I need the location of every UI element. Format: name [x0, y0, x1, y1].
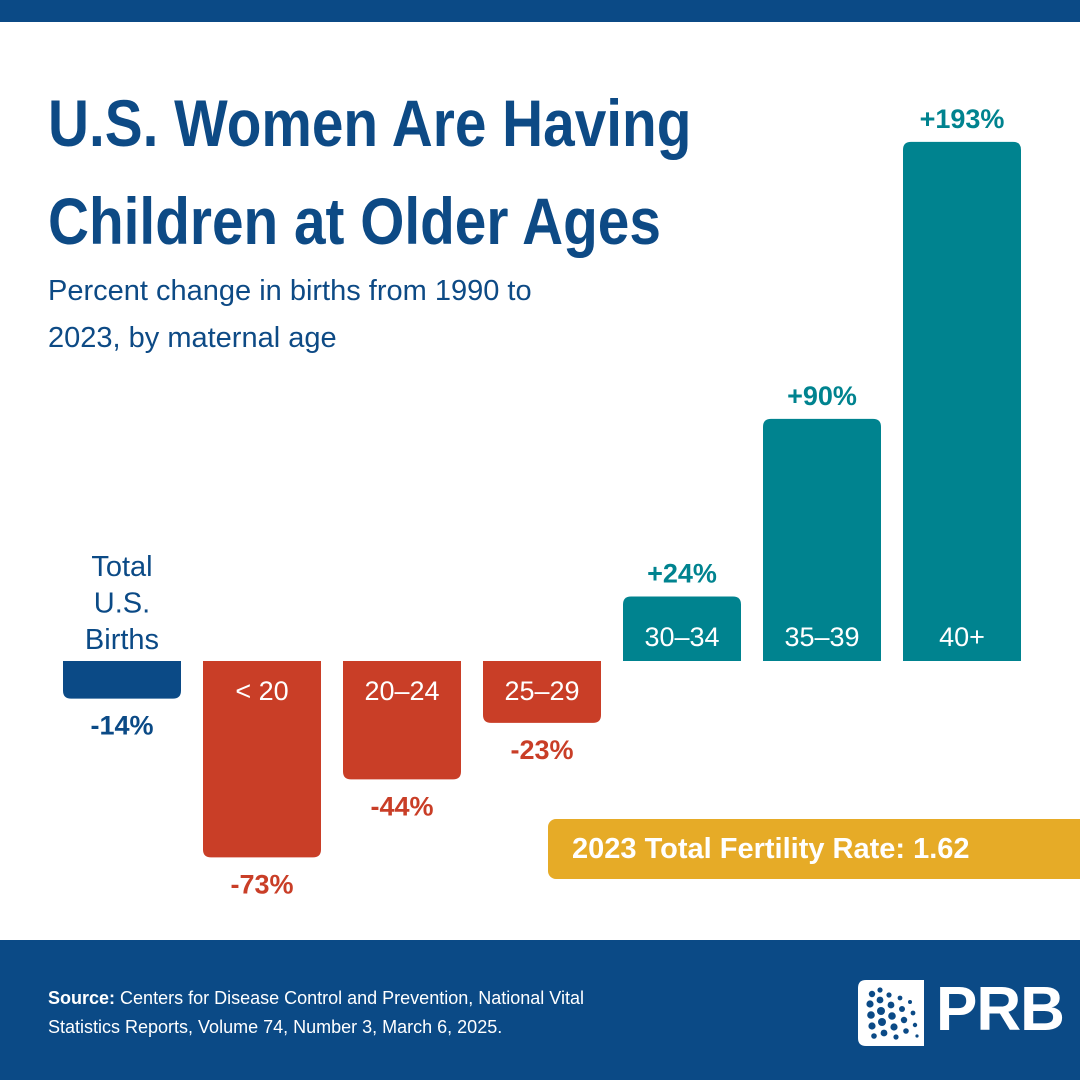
value-label-6: +90%	[787, 381, 857, 411]
category-label-5: 30–34	[644, 622, 719, 652]
category-label-2: < 20	[235, 676, 288, 706]
bar-3	[343, 661, 461, 780]
source-label: Source:	[48, 988, 116, 1008]
value-label-1: -14%	[90, 711, 153, 741]
chart-subtitle-line-1: Percent change in births from 1990 to	[48, 275, 532, 307]
prb-logo: PRB	[858, 975, 1065, 1048]
category-label-3: 20–24	[364, 676, 439, 706]
fertility-rate-text: 2023 Total Fertility Rate: 1.62	[572, 833, 970, 865]
value-label-2: -73%	[230, 869, 293, 899]
bar-2	[203, 661, 321, 858]
bar-4	[483, 661, 601, 723]
chart-title-line-1: U.S. Women Are Having	[48, 86, 692, 160]
chart-subtitle-line-2: 2023, by maternal age	[48, 322, 337, 354]
bar-5	[623, 596, 741, 661]
bar-1	[63, 661, 181, 699]
bar-chart: Total U.S. Births -14% < 20 -73% 20–24 -44% 25–2…	[63, 104, 1021, 899]
source-text-line-1: Centers for Disease Control and Preventi…	[120, 988, 584, 1008]
chart-title-line-2: Children at Older Ages	[48, 184, 661, 258]
category-label-1-line-2: U.S.	[94, 588, 150, 620]
category-label-1-line-1: Total	[91, 551, 152, 583]
chart-subtitle: Percent change in births from 1990 to 20…	[48, 268, 608, 362]
bar-6	[763, 418, 881, 661]
value-label-7: +193%	[920, 104, 1005, 134]
prb-logo-text: PRB	[936, 975, 1065, 1044]
prb-globe-icon	[858, 980, 924, 1046]
value-label-4: -23%	[510, 735, 573, 765]
footer: Source: Centers for Disease Control and …	[0, 940, 1080, 1080]
fertility-rate-badge: 2023 Total Fertility Rate: 1.62	[548, 819, 1080, 879]
category-label-6: 35–39	[784, 622, 859, 652]
source-text-line-2: Statistics Reports, Volume 74, Number 3,…	[48, 1017, 503, 1037]
bar-7	[903, 141, 1021, 661]
chart-title: U.S. Women Are Having Children at Older …	[48, 74, 736, 270]
top-bar	[0, 0, 1080, 22]
category-label-1-line-3: Births	[85, 624, 159, 656]
value-label-3: -44%	[370, 791, 433, 821]
source-note: Source: Centers for Disease Control and …	[48, 984, 768, 1042]
value-label-5: +24%	[647, 558, 717, 588]
category-label-4: 25–29	[504, 676, 579, 706]
category-label-7: 40+	[939, 622, 985, 652]
